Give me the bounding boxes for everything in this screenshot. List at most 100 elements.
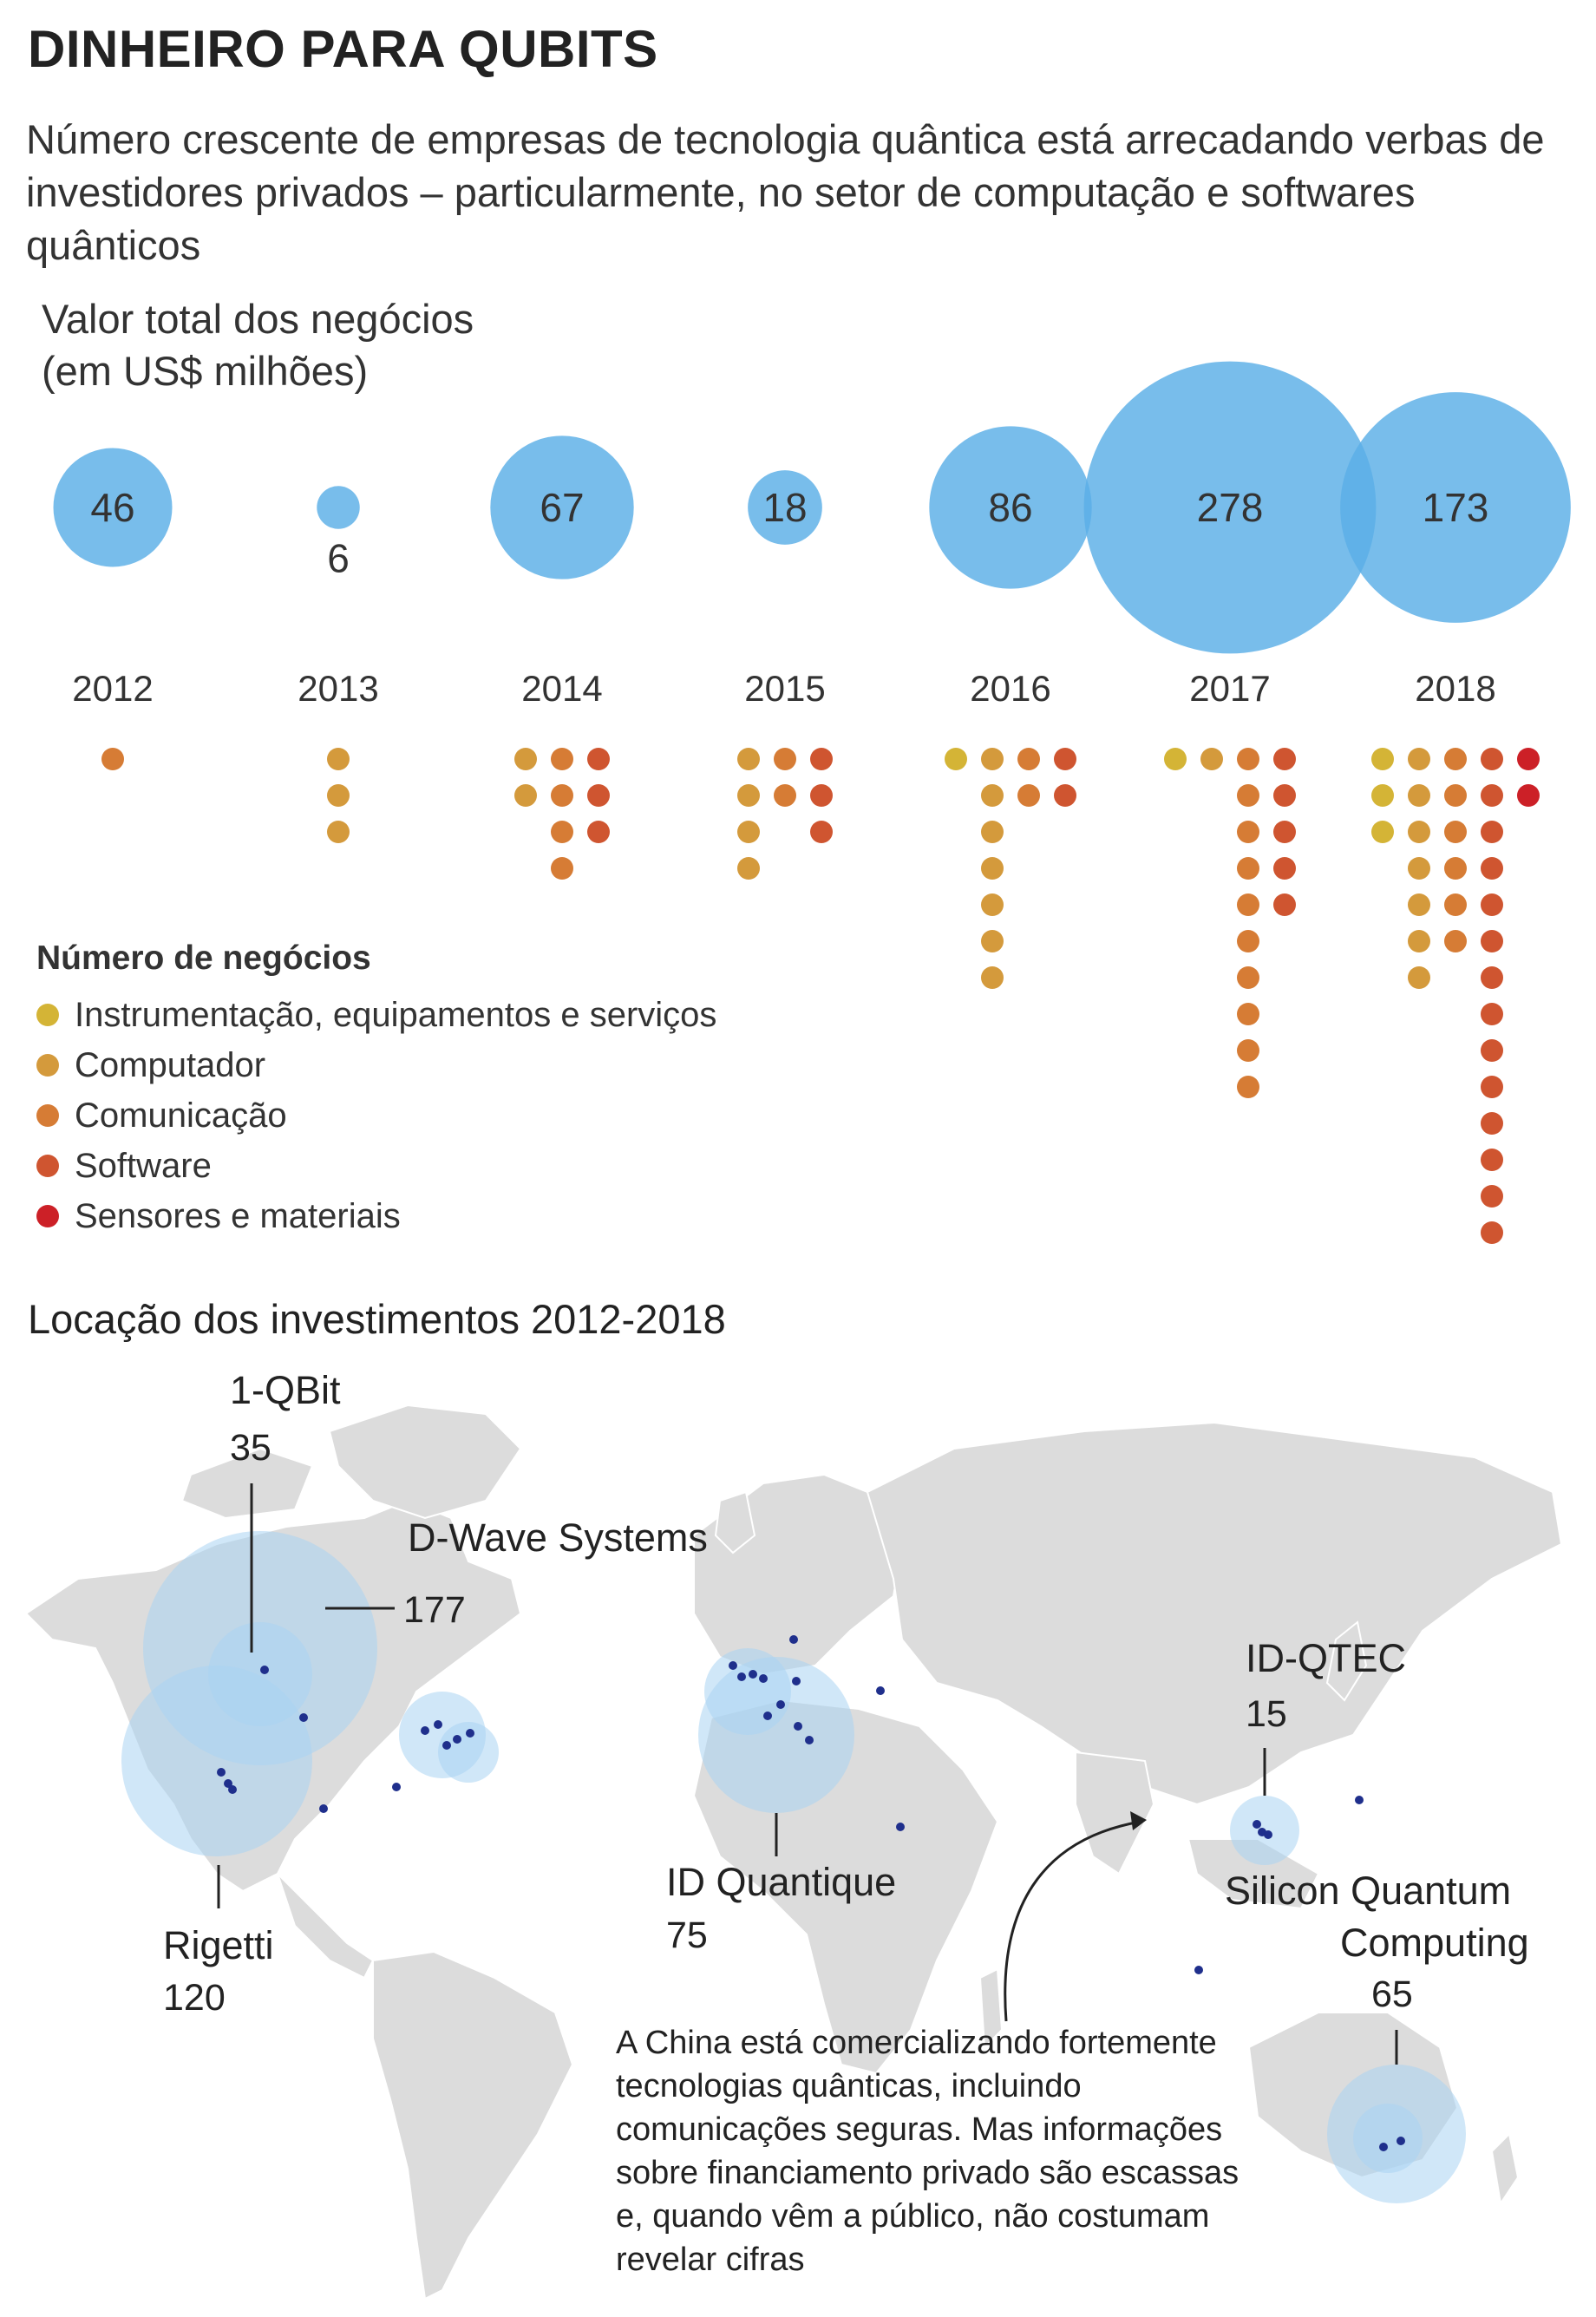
deal-dot-2017: [1237, 857, 1259, 880]
rigetti-circle: [121, 1666, 312, 1856]
japan-land: [1325, 1620, 1368, 1702]
point: [299, 1713, 308, 1722]
point: [1264, 1830, 1272, 1839]
label-silicon-quantum-1: Silicon Quantum: [1225, 1869, 1511, 1913]
bubble-value-2015: 18: [762, 485, 807, 530]
deal-dot-2017: [1237, 893, 1259, 916]
arrowhead-icon: [1130, 1811, 1147, 1830]
point: [421, 1726, 429, 1735]
bubble-2015: [748, 470, 822, 545]
deal-dot-2016: [1017, 784, 1040, 807]
deal-dot-2018: [1481, 821, 1503, 843]
deal-dot-2016: [981, 821, 1004, 843]
value-rigetti: 120: [163, 1977, 226, 2019]
page-subtitle: Número crescente de empresas de tecnolog…: [26, 116, 1545, 268]
point: [1194, 1966, 1203, 1974]
page-title: DINHEIRO PARA QUBITS: [28, 20, 658, 78]
deal-dot-2017: [1273, 821, 1296, 843]
deal-dot-2014: [587, 748, 610, 770]
label-idqtec: ID-QTEC: [1246, 1636, 1406, 1680]
bubble-value-2014: 67: [540, 485, 584, 530]
deal-dot-2015: [774, 784, 796, 807]
point: [737, 1672, 746, 1681]
year-label-2018: 2018: [1415, 668, 1495, 709]
deal-dot-2018: [1408, 857, 1430, 880]
id-quantique-circle: [698, 1657, 854, 1813]
arctic-islands-land: [180, 1447, 314, 1520]
year-label-2017: 2017: [1189, 668, 1270, 709]
bubble-2013: [317, 486, 360, 529]
deal-dot-2018: [1481, 1185, 1503, 1208]
deal-dot-2018: [1481, 1112, 1503, 1135]
deal-dot-2015: [737, 784, 760, 807]
legend-item-sensores: Sensores e materiais: [36, 1191, 716, 1241]
point: [763, 1712, 772, 1720]
bubble-2018: [1340, 392, 1571, 623]
year-labels: 2012 2013 2014 2015 2016 2017 2018: [72, 668, 1495, 709]
deal-dot-2016: [981, 748, 1004, 770]
deal-dot-2015: [737, 821, 760, 843]
point: [805, 1736, 814, 1744]
point: [749, 1670, 757, 1679]
deal-dot-2018: [1517, 784, 1540, 807]
new-zealand-land: [1490, 2131, 1520, 2206]
deal-dot-2017: [1200, 748, 1223, 770]
value-silicon-quantum: 65: [1371, 1973, 1413, 2015]
value-idqtec: 15: [1246, 1693, 1287, 1735]
legend-swatch: [36, 1155, 59, 1177]
deal-dot-2017: [1237, 930, 1259, 952]
year-label-2013: 2013: [298, 668, 378, 709]
point: [224, 1779, 232, 1788]
deal-dot-2018: [1444, 857, 1467, 880]
deal-dot-2017: [1273, 857, 1296, 880]
deal-dot-2018: [1408, 930, 1430, 952]
deal-dot-2014: [551, 857, 573, 880]
silicon-quantum-inner-circle: [1353, 2104, 1423, 2173]
deal-dot-2014: [551, 821, 573, 843]
deal-dot-2016: [981, 893, 1004, 916]
deal-dot-2015: [810, 784, 833, 807]
asia-land: [866, 1421, 1563, 1806]
land-masses: [24, 1404, 1563, 2301]
india-land: [1075, 1751, 1155, 1875]
point: [1379, 2143, 1388, 2151]
map-labels: 1-QBit 35 D-Wave Systems 177 Rigetti 120…: [163, 1368, 1529, 2019]
deal-dot-2014: [551, 784, 573, 807]
legend-label: Computador: [75, 1045, 266, 1084]
year-label-2012: 2012: [72, 668, 153, 709]
point: [876, 1686, 885, 1695]
legend-swatch: [36, 1104, 59, 1127]
deal-dot-2018: [1481, 1003, 1503, 1025]
deal-dot-2016: [1054, 784, 1076, 807]
bubble-2014: [490, 435, 634, 579]
deal-dot-2015: [810, 748, 833, 770]
bubble-2017: [1083, 361, 1377, 654]
deal-dot-2013: [327, 748, 350, 770]
deal-dot-2015: [737, 748, 760, 770]
legend-label: Sensores e materiais: [75, 1196, 401, 1235]
legend-item-computador: Computador: [36, 1040, 716, 1090]
year-label-2015: 2015: [744, 668, 825, 709]
label-silicon-quantum-2: Computing: [1340, 1921, 1529, 1965]
legend-label: Instrumentação, equipamentos e serviços: [75, 995, 717, 1034]
point: [434, 1720, 442, 1729]
label-rigetti: Rigetti: [163, 1923, 274, 1967]
deal-dot-2017: [1237, 748, 1259, 770]
legend-swatch: [36, 1004, 59, 1026]
deal-dot-2017: [1273, 893, 1296, 916]
bubble-value-2012: 46: [90, 485, 134, 530]
map-title: Locação dos investimentos 2012-2018: [28, 1296, 726, 1342]
deal-dot-2016: [981, 966, 1004, 989]
point: [792, 1677, 801, 1685]
point: [1396, 2137, 1405, 2145]
deal-dot-2015: [774, 748, 796, 770]
bubble-chart-label: Valor total dos negócios (em US$ milhões…: [42, 293, 649, 397]
deal-dot-2018: [1481, 784, 1503, 807]
deal-dot-2018: [1481, 857, 1503, 880]
deal-dot-2014: [587, 784, 610, 807]
deal-dot-2016: [981, 930, 1004, 952]
legend-label: Comunicação: [75, 1096, 287, 1135]
point: [789, 1635, 798, 1644]
deal-dot-2014: [551, 748, 573, 770]
deal-dot-2018: [1408, 784, 1430, 807]
